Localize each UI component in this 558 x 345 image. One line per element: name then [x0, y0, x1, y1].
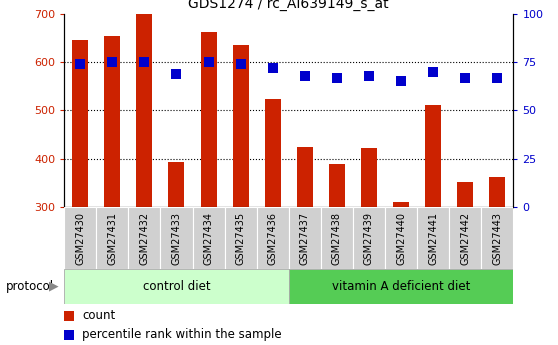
Bar: [457, 183, 473, 207]
Text: vitamin A deficient diet: vitamin A deficient diet: [332, 280, 470, 293]
Text: GSM27432: GSM27432: [140, 212, 150, 265]
Bar: [72, 40, 88, 207]
Point: [76, 61, 85, 67]
Text: GSM27439: GSM27439: [364, 212, 374, 265]
Point: [493, 75, 502, 80]
Text: ▶: ▶: [49, 280, 59, 293]
Bar: [321, 207, 353, 269]
Bar: [104, 36, 121, 207]
Text: GSM27438: GSM27438: [332, 212, 342, 265]
Text: GSM27431: GSM27431: [107, 212, 117, 265]
Bar: [128, 207, 161, 269]
Title: GDS1274 / rc_AI639149_s_at: GDS1274 / rc_AI639149_s_at: [189, 0, 389, 11]
Bar: [64, 207, 96, 269]
Text: GSM27437: GSM27437: [300, 212, 310, 265]
Point: [172, 71, 181, 77]
Bar: [169, 162, 185, 207]
Point: [333, 75, 341, 80]
Point: [140, 59, 149, 65]
Point: [325, 86, 334, 92]
Text: GSM27433: GSM27433: [171, 212, 181, 265]
Bar: [385, 207, 417, 269]
Text: protocol: protocol: [6, 280, 54, 293]
Bar: [257, 207, 289, 269]
Text: control diet: control diet: [143, 280, 210, 293]
Text: GSM27430: GSM27430: [75, 212, 85, 265]
Bar: [393, 202, 409, 207]
Bar: [200, 32, 217, 207]
Point: [429, 69, 437, 75]
Bar: [136, 14, 152, 207]
Bar: [449, 207, 481, 269]
Point: [397, 79, 406, 84]
Bar: [361, 148, 377, 207]
Bar: [233, 45, 249, 207]
Bar: [289, 269, 513, 304]
Point: [364, 73, 373, 78]
Bar: [161, 207, 193, 269]
Bar: [297, 147, 313, 207]
Point: [236, 61, 245, 67]
Bar: [193, 207, 224, 269]
Bar: [417, 207, 449, 269]
Bar: [64, 269, 289, 304]
Bar: [224, 207, 257, 269]
Text: GSM27435: GSM27435: [235, 212, 246, 265]
Text: percentile rank within the sample: percentile rank within the sample: [82, 328, 282, 341]
Point: [268, 65, 277, 71]
Bar: [481, 207, 513, 269]
Bar: [489, 177, 506, 207]
Bar: [97, 207, 128, 269]
Text: GSM27434: GSM27434: [204, 212, 214, 265]
Text: count: count: [82, 309, 116, 322]
Bar: [289, 207, 321, 269]
Point: [204, 59, 213, 65]
Point: [300, 73, 309, 78]
Bar: [329, 165, 345, 207]
Bar: [264, 99, 281, 207]
Text: GSM27441: GSM27441: [428, 212, 438, 265]
Point: [108, 59, 117, 65]
Text: GSM27443: GSM27443: [492, 212, 502, 265]
Point: [461, 75, 470, 80]
Text: GSM27440: GSM27440: [396, 212, 406, 265]
Bar: [425, 105, 441, 207]
Bar: [353, 207, 385, 269]
Text: GSM27436: GSM27436: [268, 212, 278, 265]
Text: GSM27442: GSM27442: [460, 212, 470, 265]
Point: [325, 259, 334, 264]
